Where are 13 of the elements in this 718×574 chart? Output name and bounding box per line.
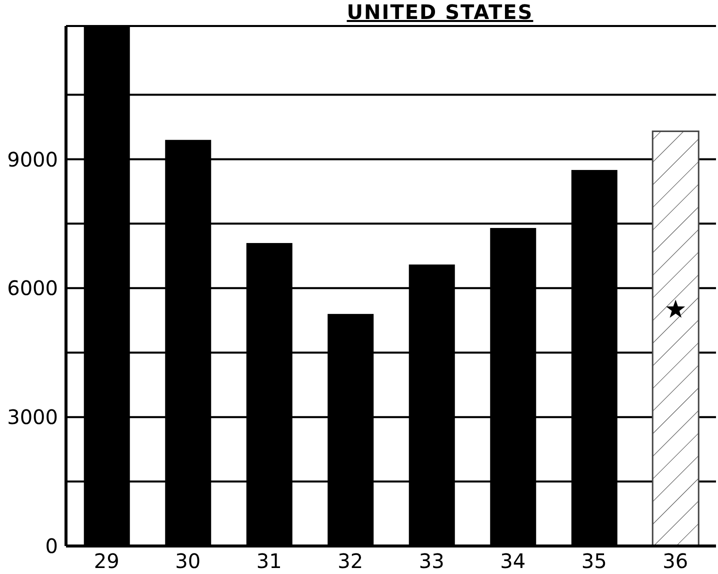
x-tick-label: 36 [662, 549, 688, 574]
x-tick-label: 32 [338, 549, 364, 574]
y-tick-label: 6000 [7, 276, 58, 300]
chart-title: UNITED STATES [346, 0, 534, 24]
x-tick-label: 33 [418, 549, 444, 574]
y-tick-label: 9000 [7, 147, 58, 172]
x-tick-label: 34 [500, 549, 526, 574]
x-tick-label: 29 [94, 549, 120, 574]
x-tick-label: 30 [175, 549, 201, 574]
x-tick-label: 31 [256, 549, 282, 574]
x-tick-label: 35 [581, 549, 607, 574]
y-tick-label: 0 [45, 534, 58, 558]
y-tick-label: 3000 [7, 405, 58, 430]
